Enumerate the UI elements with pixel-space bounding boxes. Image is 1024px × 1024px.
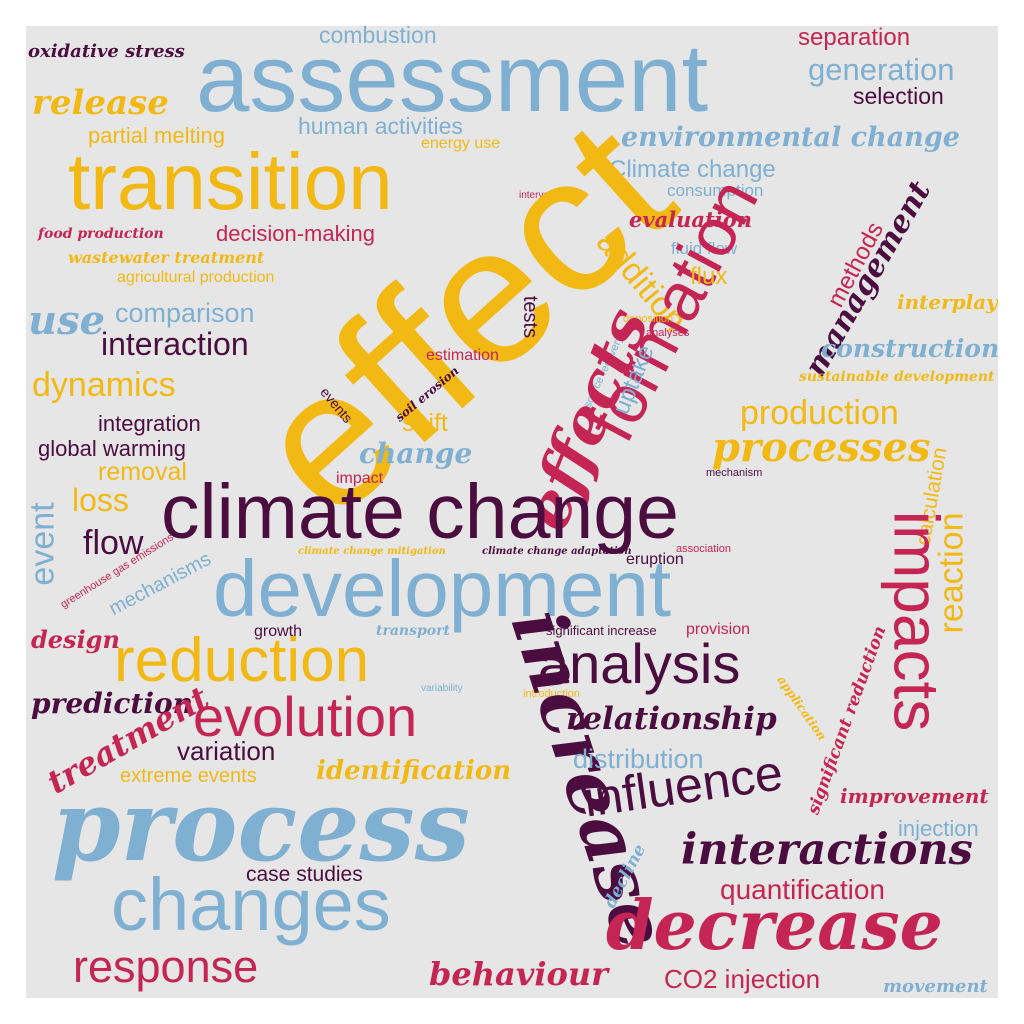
word-climate-change: climate change	[161, 469, 679, 555]
word-evaluation: evaluation	[629, 207, 752, 232]
word-oxidative-stress: oxidative stress	[28, 41, 185, 62]
word-comparison: comparison	[115, 298, 255, 328]
word-provision: provision	[686, 621, 751, 638]
word-climate-change-capital: Climate change	[609, 156, 776, 183]
word-changes: changes	[111, 863, 391, 946]
word-loss: loss	[72, 482, 129, 518]
word-mechanism: mechanism	[706, 467, 763, 479]
word-evolution: evolution	[193, 685, 418, 748]
word-partial-melting: partial melting	[88, 123, 225, 148]
word-impact: impact	[336, 470, 384, 487]
word-interventions: interventions	[519, 190, 576, 201]
word-co2-injection: CO2 injection	[664, 964, 821, 994]
word-decrease: decrease	[606, 886, 943, 966]
word-dynamics: dynamics	[32, 366, 176, 404]
word-release: release	[32, 83, 169, 123]
word-generation: generation	[808, 52, 955, 87]
word-use: use	[28, 297, 106, 344]
word-shift: shift	[402, 409, 448, 437]
word-flux: flux	[690, 263, 728, 290]
word-separation: separation	[798, 26, 911, 51]
word-integration: integration	[98, 411, 201, 436]
word-reduction: reduction	[114, 626, 370, 695]
word-quantification: quantification	[720, 874, 886, 905]
word-agricultural-production: agricultural production	[117, 269, 275, 286]
word-identification: identification	[316, 756, 512, 786]
word-combustion: combustion	[319, 26, 437, 48]
word-flow: flow	[83, 524, 144, 562]
word-eruption: eruption	[626, 551, 684, 568]
word-introduction: introduction	[523, 688, 580, 700]
word-transport: transport	[376, 623, 450, 639]
word-injection: injection	[898, 816, 979, 841]
word-environmental-change: environmental change	[621, 122, 960, 153]
word-production: production	[740, 394, 899, 432]
word-assessment: assessment	[196, 26, 709, 132]
word-fluid-flow: fluid flow	[671, 239, 738, 258]
word-tests: tests	[519, 295, 542, 339]
word-sustainable-development: sustainable development	[799, 369, 995, 385]
word-analyses: analyses	[646, 327, 690, 339]
word-estimation: estimation	[426, 347, 499, 364]
word-global-warming: global warming	[38, 436, 186, 461]
word-energy-use: energy use	[421, 135, 501, 152]
word-prediction: prediction	[31, 687, 194, 720]
word-analysis: analysis	[538, 632, 741, 695]
word-case-studies: case studies	[246, 863, 363, 886]
word-wastewater-treatment: wastewater treatment	[68, 248, 265, 267]
word-change: change	[359, 437, 473, 470]
word-design: design	[31, 625, 120, 654]
word-construction: construction	[821, 334, 998, 363]
word-behaviour: behaviour	[429, 955, 608, 993]
word-reaction: reaction	[932, 512, 971, 634]
word-variation: variation	[177, 736, 276, 766]
word-interaction: interaction	[101, 326, 249, 362]
word-association: association	[676, 543, 732, 555]
word-selection: selection	[853, 83, 944, 109]
word-application: application	[774, 673, 830, 743]
word-interplay: interplay	[897, 290, 998, 314]
word-transition: transition	[68, 137, 393, 226]
word-processes: processes	[712, 424, 931, 471]
word-movement: movement	[883, 976, 988, 997]
word-human-activities: human activities	[298, 113, 463, 139]
word-distribution: distribution	[573, 744, 704, 774]
word-process: process	[52, 769, 470, 884]
word-improvement: improvement	[840, 784, 989, 808]
word-climate-change-adaptation: climate change adaptation	[482, 546, 632, 557]
word-growth: growth	[254, 623, 303, 640]
word-climate-change-mitigation: climate change mitigation	[298, 546, 446, 557]
word-extreme-events: extreme events	[120, 765, 257, 787]
word-cloud: combustion oxidative stress assessment s…	[26, 26, 998, 998]
word-consumption: consumption	[667, 181, 764, 200]
word-food-production: food production	[38, 226, 164, 242]
word-interactions: interactions	[681, 825, 973, 875]
word-variability: variability	[421, 683, 463, 694]
word-deposition: deposition	[623, 313, 674, 325]
word-response: response	[73, 941, 259, 992]
word-relationship: relationship	[566, 701, 777, 737]
word-removal: removal	[98, 458, 187, 486]
word-event: event	[26, 502, 62, 586]
word-development: development	[213, 544, 672, 633]
word-decision-making: decision-making	[216, 221, 375, 246]
word-significant-increase: significant increase	[546, 623, 657, 638]
